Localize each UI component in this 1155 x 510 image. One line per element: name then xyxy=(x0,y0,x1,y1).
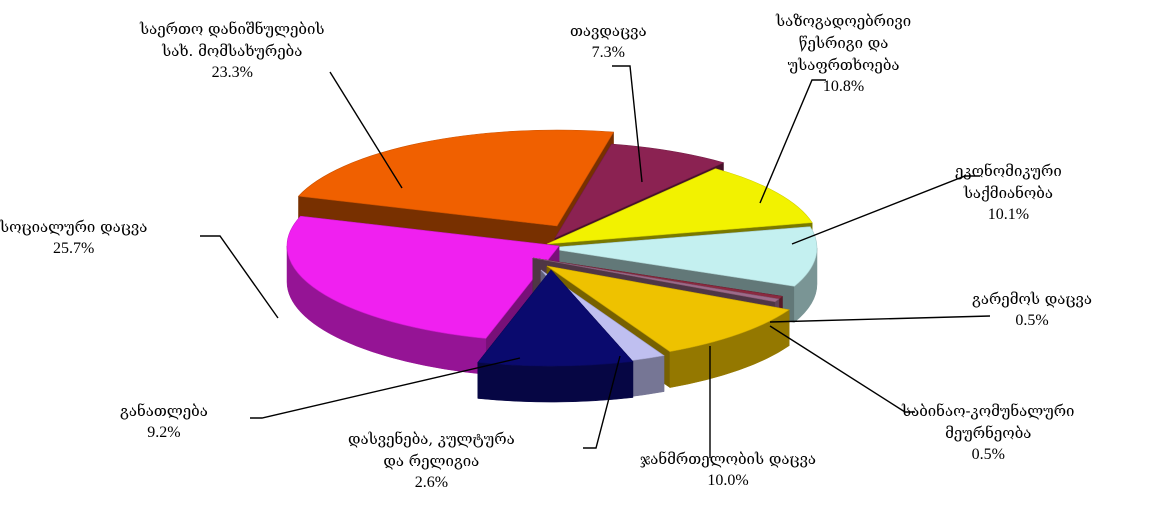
slice-label-6: დასვენება, კულტურა და რელიგია 2.6% xyxy=(348,428,515,494)
slice-label-text: საერთო დანიშნულების xyxy=(140,20,325,38)
slice-label-text: წესრიგი და xyxy=(798,34,889,52)
slice-label-5: ჯანმრთელობის დაცვა 10.0% xyxy=(640,448,816,492)
slice-label-text: დასვენება, კულტურა xyxy=(348,430,515,448)
slice-value: 0.5% xyxy=(1015,312,1049,329)
slice-value: 10.1% xyxy=(987,206,1030,223)
slice-label-text: და რელიგია xyxy=(383,452,480,470)
slice-label-4: საბინაო-კომუნალური მეურნეობა 0.5% xyxy=(902,400,1074,466)
leader-line-8 xyxy=(200,235,279,319)
slice-label-9: საერთო დანიშნულების სახ. მომსახურება 23.3% xyxy=(140,18,324,84)
slice-value: 23.3% xyxy=(211,64,253,81)
slice-label-7: განათლება 9.2% xyxy=(120,400,208,444)
slice-label-2: ეკონომიკური საქმიანობა 10.1% xyxy=(955,160,1062,226)
leader-line-6 xyxy=(583,355,621,449)
slice-value: 2.6% xyxy=(414,474,449,491)
leader-line-2 xyxy=(791,175,980,245)
slice-label-text: თავდაცვა xyxy=(570,22,647,40)
slice-label-8: სოციალური დაცვა 25.7% xyxy=(0,216,147,260)
slice-value: 7.3% xyxy=(591,44,625,61)
slice-label-text: ეკონომიკური xyxy=(955,162,1062,180)
slice-label-text: მეურნეობა xyxy=(945,424,1032,442)
slice-label-text: სოციალური დაცვა xyxy=(0,218,148,236)
leader-line-1 xyxy=(759,79,826,204)
slice-label-text: საზოგადოებრივი xyxy=(776,12,912,30)
pie-slice-7 xyxy=(477,269,634,403)
slice-label-0: თავდაცვა 7.3% xyxy=(570,20,647,64)
slice-label-text: უსაფრთხოება xyxy=(787,56,900,74)
leader-line-9 xyxy=(329,71,403,189)
slice-value: 25.7% xyxy=(52,240,95,257)
leader-line-3 xyxy=(769,315,991,323)
slice-label-text: სახ. მომსახურება xyxy=(162,42,303,60)
slice-value: 10.8% xyxy=(822,78,865,95)
slice-label-text: საქმიანობა xyxy=(963,184,1053,202)
slice-label-text: ჯანმრთელობის დაცვა xyxy=(640,450,817,468)
leader-line-4 xyxy=(769,325,915,413)
slice-label-text: განათლება xyxy=(120,402,208,420)
leader-line-0 xyxy=(612,65,643,183)
slice-value: 9.2% xyxy=(147,424,181,441)
leader-line-7 xyxy=(250,357,521,419)
slice-label-1: საზოგადოებრივი წესრიგი და უსაფრთხოება 10.8% xyxy=(776,10,911,98)
slice-label-text: გარემოს დაცვა xyxy=(972,290,1092,308)
slice-value: 10.0% xyxy=(707,472,749,489)
slice-value: 0.5% xyxy=(971,446,1005,463)
slice-label-3: გარემოს დაცვა 0.5% xyxy=(972,288,1092,332)
slice-label-text: საბინაო-კომუნალური xyxy=(902,402,1075,420)
